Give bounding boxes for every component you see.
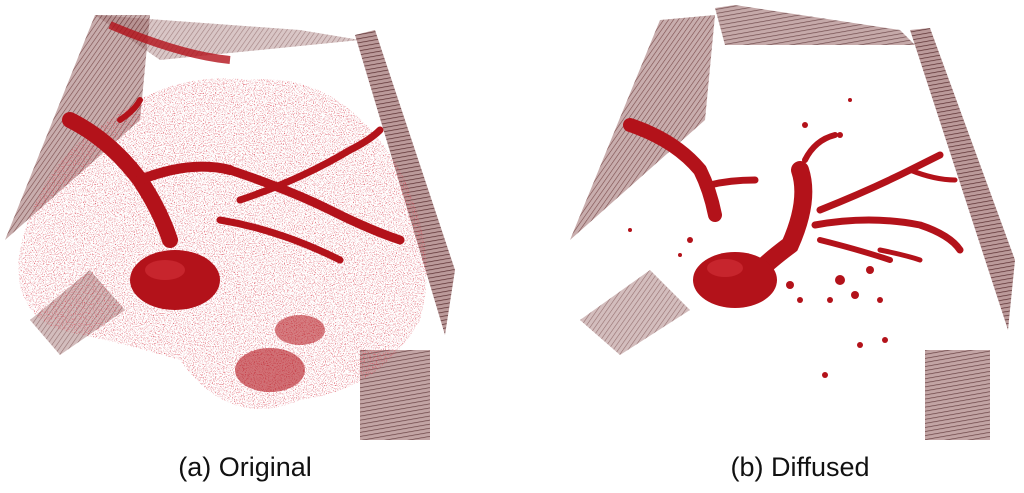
original-render-image <box>5 15 455 440</box>
plane-bottom-right <box>925 350 990 440</box>
diffused-render-image <box>570 5 1015 440</box>
caption-diffused: (b) Diffused <box>730 452 870 482</box>
plane-top <box>715 5 915 45</box>
noise-fragments <box>628 98 888 378</box>
vessel-tree <box>623 118 964 279</box>
caption-original: (a) Original <box>178 452 312 482</box>
vessel-mass <box>693 252 777 308</box>
plane-bottom-left <box>580 270 690 355</box>
plane-right <box>910 28 1015 330</box>
vessel-mass <box>130 250 220 310</box>
vessel-tree <box>62 97 405 264</box>
plane-top <box>95 15 360 60</box>
